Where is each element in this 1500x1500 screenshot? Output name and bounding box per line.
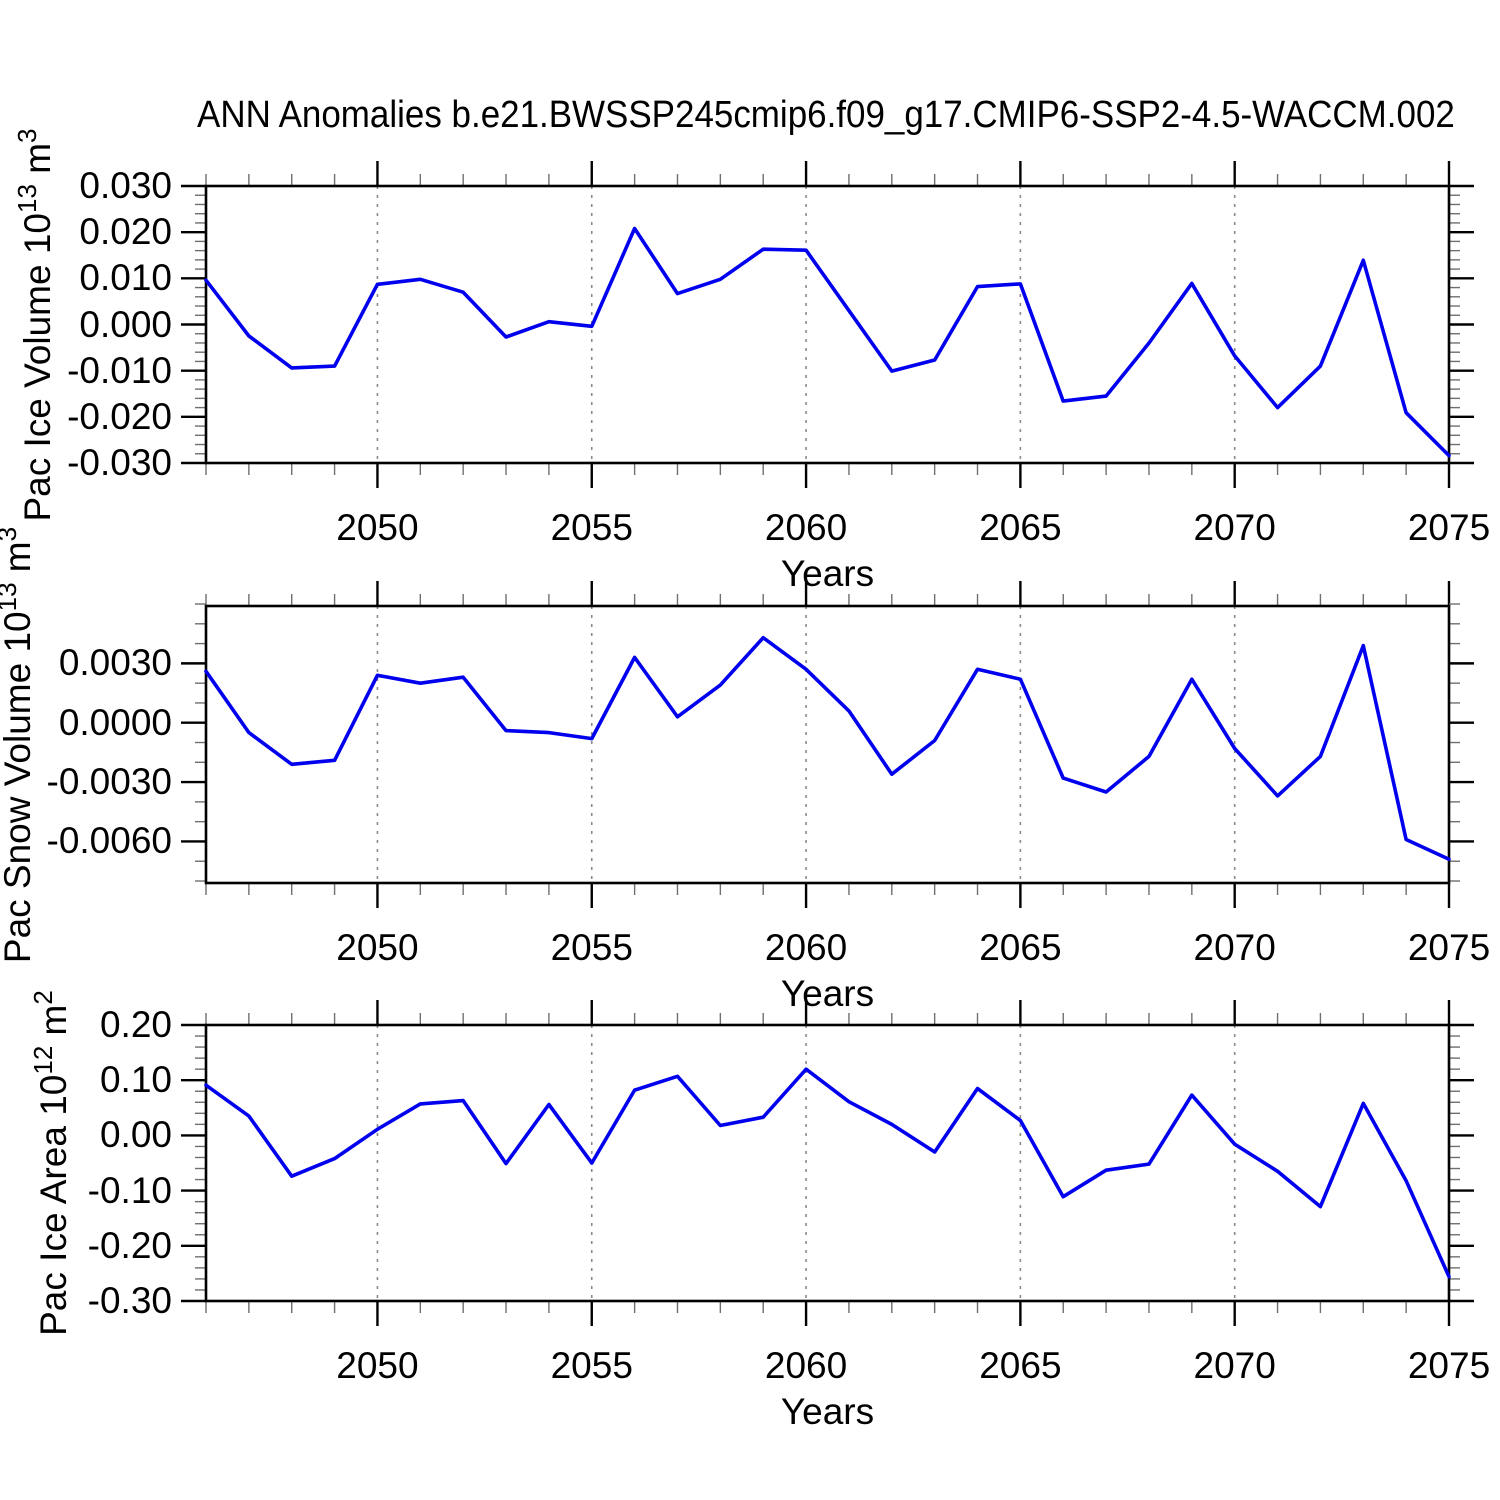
y-tick-label: -0.0030	[46, 761, 173, 803]
y-tick-label: 0.0030	[58, 642, 172, 684]
x-tick-label: 2065	[979, 1345, 1062, 1386]
y-tick-label: -0.030	[67, 442, 172, 483]
y-axis-title-text: m	[17, 142, 58, 184]
y-axis-title-superscript: 3	[0, 526, 22, 540]
y-tick-label: 0.10	[99, 1059, 172, 1101]
data-line	[204, 635, 1451, 862]
y-tick-label: 0.0000	[58, 701, 172, 743]
x-tick-label: 2060	[764, 507, 848, 548]
x-tick-label: 2055	[550, 507, 633, 548]
y-tick-label: 0.20	[99, 1004, 172, 1045]
x-tick-label: 2055	[550, 927, 633, 968]
data-line	[204, 1067, 1451, 1279]
y-axis-title-superscript: 2	[28, 990, 58, 1005]
x-axis-title: Years	[780, 1391, 875, 1432]
plot-frame	[204, 604, 1451, 885]
y-tick-label: -0.010	[67, 349, 172, 391]
x-axis-title: Years	[780, 553, 875, 594]
y-tick-label: 0.000	[79, 303, 172, 345]
y-tick-label: -0.20	[87, 1224, 172, 1266]
y-tick-label: 0.010	[79, 257, 172, 299]
x-tick-label: 2075	[1407, 507, 1491, 548]
y-tick-label: 0.030	[79, 165, 172, 206]
y-axis-title-text: m	[33, 1004, 74, 1046]
y-tick-label: -0.020	[67, 395, 172, 437]
y-tick-label: -0.10	[87, 1169, 172, 1211]
x-tick-label: 2075	[1407, 1345, 1491, 1386]
x-tick-label: 2070	[1193, 927, 1276, 968]
x-tick-label: 2060	[764, 1345, 848, 1386]
figure-title: ANN Anomalies b.e21.BWSSP245cmip6.f09_g1…	[197, 94, 1455, 136]
x-tick-label: 2070	[1193, 507, 1276, 548]
y-axis-title-superscript: 13	[0, 581, 22, 611]
y-axis-title-superscript: 12	[28, 1045, 58, 1075]
data-line	[204, 226, 1451, 458]
plot-frame	[204, 184, 1451, 465]
y-tick-label: -0.30	[87, 1280, 172, 1321]
x-tick-label: 2050	[336, 507, 419, 548]
x-tick-label: 2055	[550, 1345, 633, 1386]
x-tick-label: 2060	[764, 927, 848, 968]
x-tick-label: 2050	[336, 927, 419, 968]
y-axis-title: Pac Ice Area 1012 m2	[28, 813, 79, 1500]
x-tick-label: 2065	[979, 927, 1062, 968]
y-tick-label: -0.0060	[46, 820, 173, 862]
x-tick-label: 2050	[336, 1345, 419, 1386]
y-tick-label: 0.020	[79, 211, 172, 253]
y-axis-title-text: m	[0, 540, 38, 582]
x-tick-label: 2065	[979, 507, 1062, 548]
y-axis-title-superscript: 13	[12, 183, 42, 213]
y-axis-title-superscript: 3	[12, 127, 42, 143]
y-axis-title-text: Pac Ice Area 10	[33, 1074, 74, 1336]
x-tick-label: 2075	[1407, 927, 1491, 968]
x-axis-title: Years	[780, 973, 875, 1014]
y-tick-label: 0.00	[99, 1114, 172, 1156]
plot-frame	[204, 1023, 1451, 1303]
x-tick-label: 2070	[1193, 1345, 1276, 1386]
